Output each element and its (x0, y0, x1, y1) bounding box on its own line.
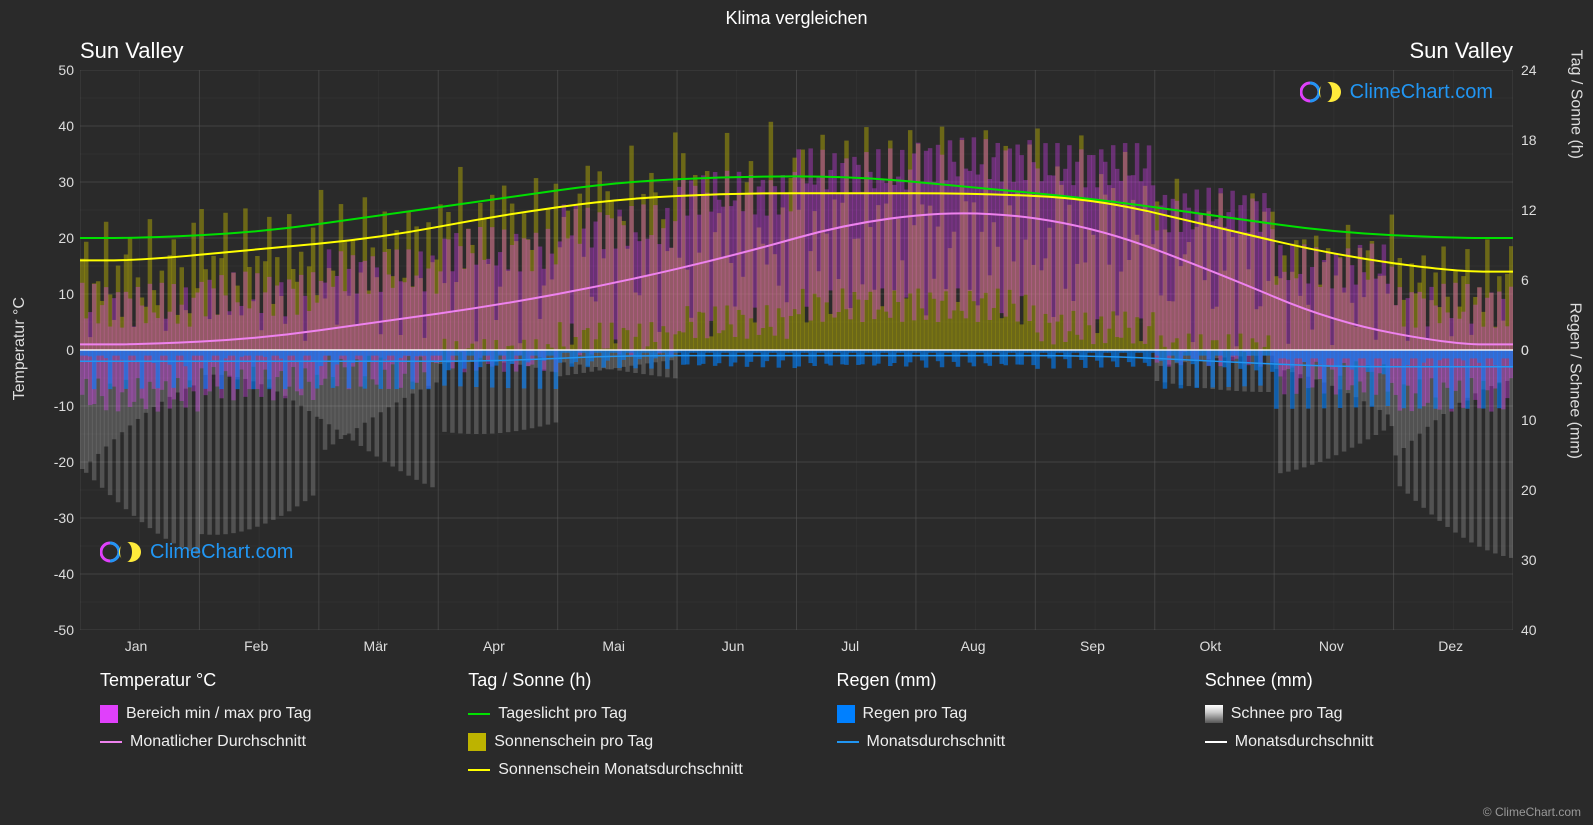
x-tick: Jun (722, 638, 745, 654)
legend-line-icon (468, 769, 490, 771)
legend-item-label: Schnee pro Tag (1231, 705, 1343, 723)
legend-group-title: Temperatur °C (100, 670, 428, 691)
y-axis-left-label: Temperatur °C (11, 297, 29, 400)
legend-item: Tageslicht pro Tag (468, 705, 796, 723)
copyright: © ClimeChart.com (1483, 805, 1581, 819)
legend-group: Regen (mm) Regen pro Tag Monatsdurchschnit… (837, 670, 1165, 789)
y-left-tick: 50 (58, 62, 74, 78)
y-left-tick: 20 (58, 230, 74, 246)
legend-group: Schnee (mm) Schnee pro Tag Monatsdurchschn… (1205, 670, 1533, 789)
y-left-tick: -50 (54, 622, 74, 638)
climechart-icon (1300, 80, 1344, 104)
climate-chart: Klima vergleichen Sun Valley Sun Valley … (0, 0, 1593, 825)
legend-item-label: Tageslicht pro Tag (498, 705, 627, 723)
legend-group: Temperatur °C Bereich min / max pro Tag Mo… (100, 670, 428, 789)
legend-line-icon (468, 713, 490, 715)
watermark-text: ClimeChart.com (150, 541, 293, 564)
legend-item-label: Monatsdurchschnitt (1235, 733, 1374, 751)
x-tick: Feb (244, 638, 268, 654)
y-right-bottom-tick: 40 (1521, 622, 1537, 638)
legend-item-label: Bereich min / max pro Tag (126, 705, 312, 723)
legend-item: Regen pro Tag (837, 705, 1165, 723)
climechart-icon (100, 540, 144, 564)
legend-line-icon (100, 741, 122, 743)
y-right-bottom-tick: 10 (1521, 412, 1537, 428)
x-tick: Okt (1199, 638, 1221, 654)
legend-swatch-icon (1205, 705, 1223, 723)
legend-group: Tag / Sonne (h) Tageslicht pro Tag Sonnens… (468, 670, 796, 789)
y-right-bottom-tick: 20 (1521, 482, 1537, 498)
legend-item-label: Monatsdurchschnitt (867, 733, 1006, 751)
y-left-tick: 30 (58, 174, 74, 190)
legend-group-title: Schnee (mm) (1205, 670, 1533, 691)
legend-item: Schnee pro Tag (1205, 705, 1533, 723)
legend-line-icon (1205, 741, 1227, 743)
y-right-top-tick: 6 (1521, 272, 1529, 288)
legend-item-label: Sonnenschein Monatsdurchschnitt (498, 761, 743, 779)
y-left-tick: 40 (58, 118, 74, 134)
legend-swatch-icon (100, 705, 118, 723)
y-right-bottom-tick: 30 (1521, 552, 1537, 568)
legend-item: Bereich min / max pro Tag (100, 705, 428, 723)
x-tick: Jul (841, 638, 859, 654)
y-axis-right-bottom-label: Regen / Schnee (mm) (1566, 302, 1584, 459)
y-right-top-tick: 12 (1521, 202, 1537, 218)
y-right-top-tick: 24 (1521, 62, 1537, 78)
x-tick: Apr (483, 638, 505, 654)
legend-item-label: Regen pro Tag (863, 705, 968, 723)
y-left-tick: -30 (54, 510, 74, 526)
legend-swatch-icon (468, 733, 486, 751)
legend-item-label: Sonnenschein pro Tag (494, 733, 653, 751)
legend-group-title: Tag / Sonne (h) (468, 670, 796, 691)
y-left-tick: -20 (54, 454, 74, 470)
chart-title: Klima vergleichen (0, 8, 1593, 29)
legend-swatch-icon (837, 705, 855, 723)
legend-line-icon (837, 741, 859, 743)
legend-item: Monatsdurchschnitt (837, 733, 1165, 751)
x-tick: Jan (125, 638, 148, 654)
plot-area (80, 70, 1513, 630)
y-left-tick: -40 (54, 566, 74, 582)
watermark-top: ClimeChart.com (1300, 80, 1493, 104)
legend: Temperatur °C Bereich min / max pro Tag Mo… (100, 670, 1533, 789)
legend-item: Monatsdurchschnitt (1205, 733, 1533, 751)
y-left-tick: 10 (58, 286, 74, 302)
legend-item-label: Monatlicher Durchschnitt (130, 733, 306, 751)
x-tick: Nov (1319, 638, 1344, 654)
legend-item: Sonnenschein Monatsdurchschnitt (468, 761, 796, 779)
location-right: Sun Valley (1409, 38, 1513, 64)
y-axis-right-top-label: Tag / Sonne (h) (1566, 50, 1584, 159)
x-tick: Mär (364, 638, 388, 654)
legend-item: Sonnenschein pro Tag (468, 733, 796, 751)
x-tick: Aug (961, 638, 986, 654)
plot-svg (80, 70, 1513, 630)
legend-item: Monatlicher Durchschnitt (100, 733, 428, 751)
y-left-tick: -10 (54, 398, 74, 414)
y-right-top-tick: 18 (1521, 132, 1537, 148)
y-right-bottom-tick: 0 (1521, 342, 1529, 358)
x-tick: Sep (1080, 638, 1105, 654)
x-tick: Mai (602, 638, 625, 654)
location-left: Sun Valley (80, 38, 184, 64)
x-tick: Dez (1438, 638, 1463, 654)
y-left-tick: 0 (66, 342, 74, 358)
watermark-text: ClimeChart.com (1350, 81, 1493, 104)
legend-group-title: Regen (mm) (837, 670, 1165, 691)
watermark-bottom: ClimeChart.com (100, 540, 293, 564)
